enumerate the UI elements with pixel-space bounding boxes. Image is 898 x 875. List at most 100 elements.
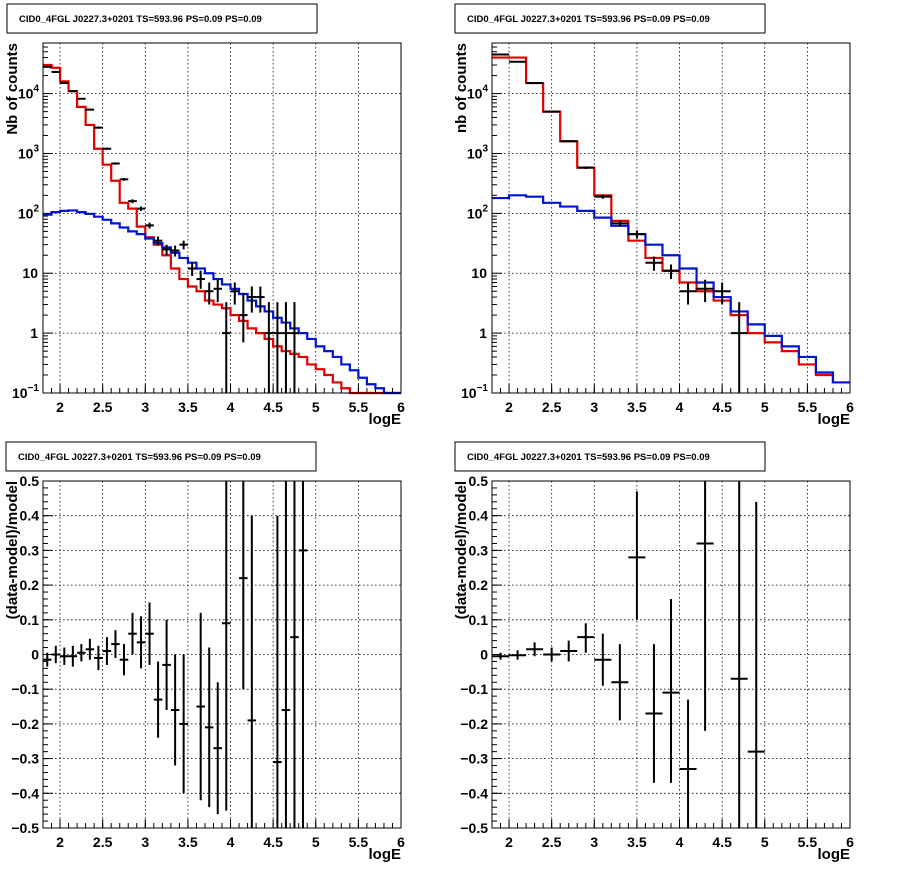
data-point: [247, 515, 257, 828]
y-tick-label: 0: [480, 647, 488, 663]
data-point: [679, 699, 697, 828]
x-tick-label: 6: [397, 399, 405, 415]
data-point: [102, 637, 112, 665]
chart-title: CID0_4FGL J0227.3+0201 TS=593.96 PS=0.09…: [19, 14, 262, 25]
y-tick-label: 10−1: [12, 383, 39, 401]
data-point: [256, 286, 265, 313]
data-point: [696, 279, 714, 303]
data-point: [543, 110, 561, 113]
title-box: [454, 441, 766, 472]
data-point: [43, 652, 52, 667]
data-point: [290, 302, 299, 393]
y-tick-label: 0.5: [20, 473, 40, 489]
y-tick-label: 10: [471, 265, 487, 281]
data-point: [111, 630, 120, 658]
data-point: [628, 230, 646, 239]
data-point: [153, 236, 163, 246]
data-point: [145, 222, 154, 229]
data-point: [239, 292, 248, 343]
data-point: [713, 282, 731, 305]
data-point: [611, 644, 629, 721]
x-tick-label: 6: [846, 834, 854, 850]
data-point: [119, 644, 129, 676]
x-tick-label: 3.5: [627, 399, 647, 415]
data-point: [85, 638, 95, 660]
data-point: [119, 177, 129, 181]
y-tick-label: 0.3: [20, 542, 40, 558]
data-point: [179, 654, 188, 794]
data-point: [247, 286, 257, 313]
title-box: [6, 3, 318, 34]
data-point: [628, 491, 646, 620]
x-tick-label: 3: [141, 834, 149, 850]
data-point: [662, 598, 680, 783]
data-point: [128, 199, 137, 204]
chart-title: CID0_4FGL J0227.3+0201 TS=593.96 PS=0.09…: [467, 14, 710, 25]
y-tick-label: 0.4: [469, 508, 489, 524]
x-tick-label: 4: [676, 399, 684, 415]
x-axis-title: logE: [818, 411, 851, 428]
y-tick-label: −0.5: [460, 820, 488, 836]
y-tick-label: −0.3: [460, 751, 488, 767]
x-tick-label: 2.5: [93, 399, 113, 415]
y-tick-label: 0: [31, 647, 39, 663]
y-tick-label: 0.3: [469, 542, 489, 558]
y-tick-label: −0.2: [11, 716, 39, 732]
x-tick-label: 3: [590, 834, 598, 850]
x-axis-title: logE: [818, 846, 851, 863]
data-point: [85, 108, 95, 111]
y-tick-label: 102: [467, 203, 489, 221]
data-point: [145, 602, 154, 665]
data-point: [239, 481, 248, 690]
data-point: [298, 481, 308, 828]
chart-panel-3: 2 2.5 3 3.5 4 4.5 5 5.5 6 −0.5 −0.4 −0.3 −0.2 −0.1 0 0.…: [4, 441, 405, 863]
y-tick-label: −0.1: [460, 681, 488, 697]
data-point: [128, 612, 137, 655]
data-point: [196, 270, 205, 289]
y-tick-label: 0.2: [469, 577, 489, 593]
x-tick-label: 5.5: [798, 399, 818, 415]
data-point: [102, 147, 112, 150]
x-tick-label: 3.5: [627, 834, 647, 850]
y-tick-label: 1: [30, 325, 38, 341]
data-point: [747, 501, 765, 828]
data-point: [645, 644, 663, 783]
data-point: [730, 481, 748, 828]
data-point: [136, 206, 146, 211]
data-point: [94, 645, 103, 671]
x-tick-label: 2.5: [542, 399, 562, 415]
x-tick-label: 5: [761, 834, 769, 850]
data-point: [187, 262, 197, 276]
data-point: [509, 60, 527, 63]
title-box: [5, 441, 317, 472]
data-point: [273, 515, 282, 828]
data-point: [162, 619, 171, 711]
x-tick-label: 2: [505, 399, 513, 415]
data-point: [273, 302, 282, 393]
source-model-histogram: [43, 209, 401, 395]
x-tick-label: 2: [505, 834, 513, 850]
data-point: [170, 245, 180, 257]
data-point: [204, 647, 214, 808]
y-tick-label: 103: [18, 143, 40, 161]
data-point: [60, 647, 69, 665]
x-tick-label: 6: [846, 399, 854, 415]
data-point: [662, 264, 680, 280]
plot-frame: [491, 42, 851, 394]
x-tick-label: 2.5: [93, 834, 113, 850]
data-point: [222, 481, 231, 811]
y-tick-label: 0.4: [20, 508, 40, 524]
y-tick-label: −0.3: [11, 751, 39, 767]
data-point: [179, 240, 188, 250]
data-point: [560, 640, 578, 662]
data-point: [204, 282, 214, 305]
data-point: [111, 162, 120, 165]
y-tick-label: −0.4: [460, 785, 488, 801]
y-axis-title: (data-model)/model: [4, 481, 21, 619]
x-tick-label: 2: [56, 399, 64, 415]
data-point: [77, 644, 86, 662]
data-point: [51, 645, 61, 664]
data-point: [230, 282, 240, 305]
plot-frame: [491, 480, 851, 829]
